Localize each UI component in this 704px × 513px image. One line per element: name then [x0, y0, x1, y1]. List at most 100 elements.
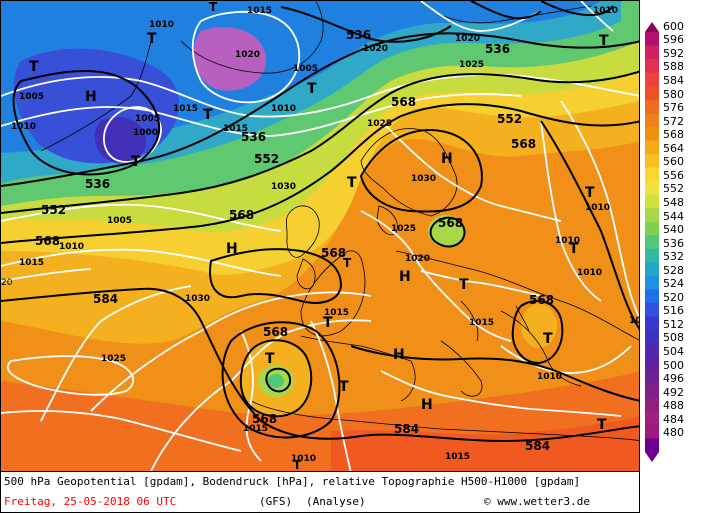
geo-label-568-h: 568 — [529, 293, 554, 307]
legend-swatch — [645, 248, 659, 263]
pressure-label: 1010 — [593, 6, 618, 16]
legend-swatch — [645, 343, 659, 358]
low-marker: T — [585, 185, 595, 201]
legend-label: 568 — [663, 128, 684, 142]
pressure-label: 1025 — [367, 119, 392, 129]
geo-label-536-a: 536 — [346, 28, 371, 42]
pressure-label: 1005 — [293, 64, 318, 74]
low-marker: T — [29, 59, 39, 75]
legend-swatch — [645, 357, 659, 372]
geo-label-552-b: 552 — [254, 152, 279, 166]
run-type: (Analyse) — [306, 495, 366, 508]
legend-label: 516 — [663, 304, 684, 318]
pressure-label: 1030 — [271, 182, 296, 192]
legend-swatch — [645, 411, 659, 426]
legend-label: 572 — [663, 114, 684, 128]
high-marker: H — [226, 241, 238, 257]
geo-label-568-b: 568 — [511, 137, 536, 151]
legend-label: 496 — [663, 372, 684, 385]
low-marker: T — [131, 154, 141, 170]
pressure-label: 1015 — [243, 424, 268, 434]
pressure-label: 1015 — [19, 258, 44, 268]
isobars — [1, 1, 639, 471]
high-marker: H — [441, 151, 453, 167]
low-marker: T — [597, 417, 607, 433]
pressure-label: 1010 — [291, 454, 316, 464]
high-markers: H H H H H H — [85, 89, 453, 413]
map-description: 500 hPa Geopotential [gpdam], Bodendruck… — [4, 475, 581, 488]
legend-label: 484 — [663, 412, 684, 426]
legend-label: 544 — [663, 209, 684, 223]
valid-date: Freitag, 25-05-2018 06 UTC — [4, 495, 177, 508]
topography-field-low-core — [193, 27, 267, 91]
legend-swatch — [645, 221, 659, 236]
legend-swatch — [645, 208, 659, 223]
legend-label: 536 — [663, 236, 684, 250]
model-name: (GFS) — [259, 495, 293, 508]
legend-label: 588 — [663, 60, 684, 74]
legend-color-bar — [645, 32, 659, 452]
geo-label-568-c: 568 — [229, 208, 254, 222]
low-marker: T — [543, 331, 553, 347]
color-legend: 600 596 592 588 584 580 576 572 568 564 560 556 552 5… — [642, 19, 704, 462]
low-markers: T T T T T T T T T T T T T T T — [29, 31, 609, 433]
legend-swatch — [645, 113, 659, 128]
legend-swatch — [645, 140, 659, 155]
geo-label-552-c: 552 — [41, 203, 66, 217]
low-marker: T — [323, 315, 333, 331]
legend-label: 532 — [663, 250, 684, 264]
geo-label-568-i: 568 — [252, 412, 277, 426]
legend-label: 576 — [663, 101, 684, 115]
legend-swatch — [645, 235, 659, 250]
legend-swatch — [645, 45, 659, 60]
legend-label: 500 — [663, 358, 684, 372]
legend-label: 512 — [663, 317, 684, 331]
geo-label-584-b: 584 — [394, 422, 419, 436]
pressure-label: 1020 — [405, 254, 430, 264]
legend-arrow-up-icon — [645, 22, 659, 32]
legend-label: 480 — [663, 426, 684, 440]
legend-swatch — [645, 126, 659, 141]
legend-swatch — [645, 438, 659, 452]
high-marker: H — [399, 269, 411, 285]
low-marker: T — [339, 379, 349, 395]
low-marker: T — [203, 107, 213, 123]
pressure-label: 1010 — [59, 242, 84, 252]
pressure-label: 1030 — [411, 174, 436, 184]
pressure-label: 1025 — [391, 224, 416, 234]
pressure-label: 1025 — [459, 60, 484, 70]
legend-label: 600 — [663, 19, 684, 33]
pressure-label: 1020 — [455, 34, 480, 44]
legend-label: 580 — [663, 87, 684, 101]
central-europe-low — [428, 215, 464, 247]
high-marker: H — [421, 397, 433, 413]
legend-label: 528 — [663, 263, 684, 277]
legend-swatch — [645, 32, 659, 47]
legend-label: 540 — [663, 223, 684, 236]
geo-label-568-a: 568 — [391, 95, 416, 109]
legend-swatch — [645, 59, 659, 74]
legend-swatch — [645, 72, 659, 87]
pressure-label: 1010 — [271, 104, 296, 114]
pressure-label: 1015 — [247, 6, 272, 16]
legend-label: 520 — [663, 290, 684, 304]
legend-label: 492 — [663, 385, 684, 399]
pressure-label: 1015 — [445, 452, 470, 462]
legend-swatch — [645, 289, 659, 304]
legend-label: 584 — [663, 74, 684, 87]
geo-label-568-g: 568 — [438, 216, 463, 230]
legend-swatch — [645, 99, 659, 114]
geo-label-536-d: 536 — [241, 130, 266, 144]
pressure-label: 1010 — [11, 122, 36, 132]
pressure-labels: 1010 1015 1005 1010 1020 1005 1015 1010 … — [11, 6, 639, 464]
geo-label-568-d: 568 — [35, 234, 60, 248]
balkan-low — [521, 304, 557, 348]
pressure-label: 1025 — [101, 354, 126, 364]
edge-label: T — [343, 256, 352, 270]
low-marker: T — [569, 241, 579, 257]
edge-label: T — [293, 458, 302, 472]
pressure-label: 1010 — [577, 268, 602, 278]
pressure-label: 1030 — [185, 294, 210, 304]
pressure-label: 1010 — [555, 236, 580, 246]
geo-label-568-f: 568 — [263, 325, 288, 339]
